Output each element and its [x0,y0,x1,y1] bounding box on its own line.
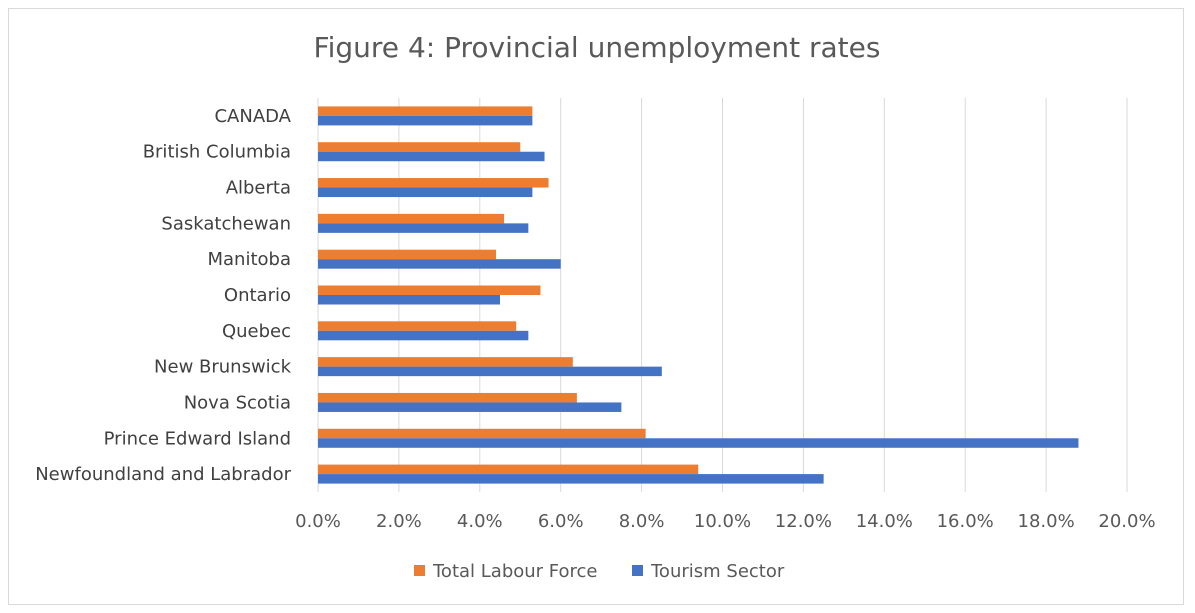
x-tick-labels: 0.0% 2.0% 4.0% 6.0% 8.0% 10.0% 12.0% 14.0% 16.0%… [295,511,1155,532]
bars [318,106,1079,484]
bar-tourism-sector [318,366,662,377]
x-tick-label: 10.0% [694,511,751,532]
bar-tourism-sector [318,115,533,126]
bar-total-labour-force [318,249,496,260]
chart-frame [8,8,1184,605]
category-label: Alberta [226,178,291,199]
chart-title: Figure 4: Provincial unemployment rates [314,31,881,64]
bar-total-labour-force [318,392,577,403]
category-label: Ontario [224,285,291,306]
x-tick-label: 2.0% [376,511,422,532]
x-tick-label: 0.0% [295,511,341,532]
category-labels: CANADA British Columbia Alberta Saskatchewa… [35,106,291,485]
legend-label: Total Labour Force [432,561,598,582]
bar-tourism-sector [318,438,1079,448]
x-tick-label: 12.0% [775,511,832,532]
category-label: Newfoundland and Labrador [35,464,291,485]
bar-tourism-sector [318,187,533,198]
x-tick-label: 6.0% [538,511,584,532]
bar-tourism-sector [318,402,622,412]
bar-total-labour-force [318,285,541,295]
x-tick-label: 4.0% [457,511,503,532]
x-tick-label: 20.0% [1098,511,1155,532]
category-label: British Columbia [143,142,291,163]
bar-tourism-sector [318,151,545,162]
bar-tourism-sector [318,330,529,341]
bar-total-labour-force [318,142,521,152]
category-label: Nova Scotia [184,392,291,413]
x-tick-label: 8.0% [619,511,665,532]
legend-label: Tourism Sector [650,561,785,582]
bar-total-labour-force [318,357,573,367]
bar-tourism-sector [318,259,561,269]
legend-swatch [414,565,425,576]
bar-total-labour-force [318,106,533,116]
category-label: CANADA [214,106,291,127]
bar-total-labour-force [318,213,505,224]
legend: Total Labour Force Tourism Sector [414,561,785,582]
bar-tourism-sector [318,474,824,484]
bar-tourism-sector [318,295,501,305]
category-label: Saskatchewan [161,213,291,234]
x-tick-label: 18.0% [1018,511,1075,532]
category-label: New Brunswick [154,357,292,378]
bar-total-labour-force [318,178,549,188]
category-label: Prince Edward Island [104,428,291,449]
x-tick-label: 16.0% [937,511,994,532]
x-tick-label: 14.0% [856,511,913,532]
bar-total-labour-force [318,464,699,475]
legend-swatch [632,565,643,576]
bar-tourism-sector [318,223,529,233]
category-label: Quebec [222,321,291,342]
bar-total-labour-force [318,321,517,331]
gridlines [317,98,1128,492]
category-label: Manitoba [208,249,292,270]
bar-total-labour-force [318,428,646,439]
